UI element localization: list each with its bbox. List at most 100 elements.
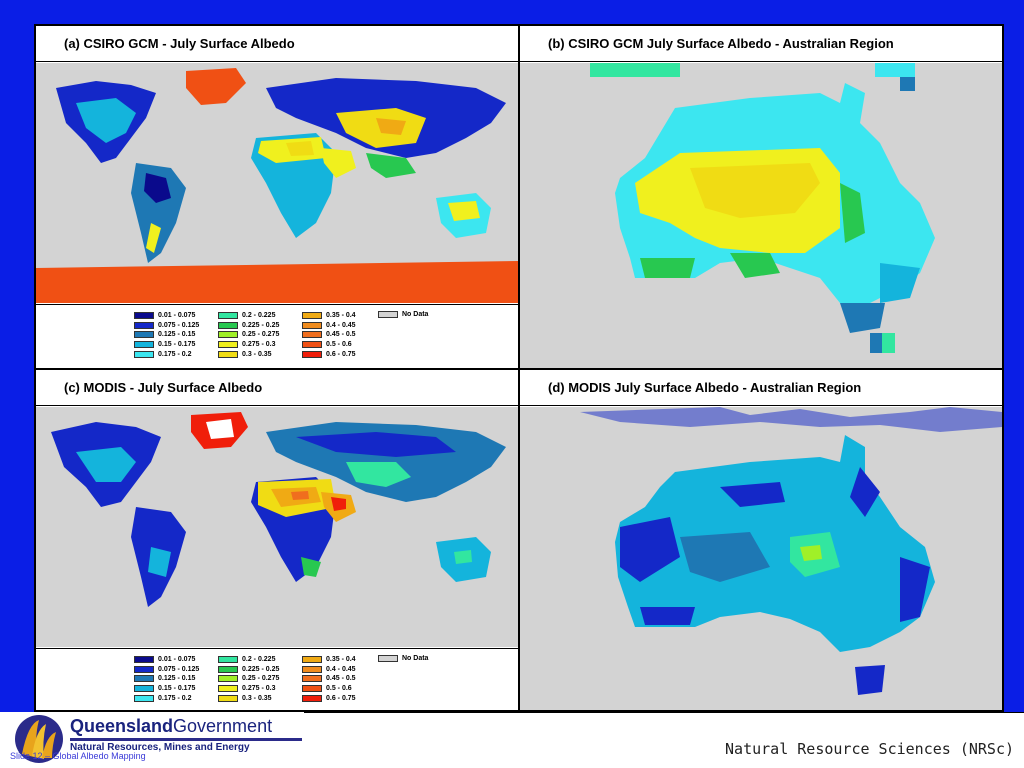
legend-label: 0.5 - 0.6 — [326, 341, 352, 349]
legend-swatch — [302, 675, 322, 683]
panel-b: (b) CSIRO GCM July Surface Albedo - Aust… — [520, 26, 1002, 368]
legend-item: 0.4 - 0.45 — [302, 665, 356, 675]
legend-item: 0.2 - 0.225 — [218, 311, 279, 321]
panel-a-legend: 0.01 - 0.075 0.075 - 0.125 0.125 - 0.15 … — [36, 304, 518, 368]
legend-swatch — [134, 665, 154, 673]
legend-item: 0.175 - 0.2 — [134, 693, 199, 703]
legend-label: 0.01 - 0.075 — [158, 656, 196, 664]
legend-label: 0.15 - 0.175 — [158, 685, 196, 693]
legend-label: 0.225 - 0.25 — [242, 321, 280, 329]
legend-swatch — [218, 656, 238, 664]
legend-label: No Data — [402, 311, 429, 318]
legend-item: 0.225 - 0.25 — [218, 665, 279, 675]
legend-label: 0.3 - 0.35 — [242, 694, 272, 702]
legend-label: 0.5 - 0.6 — [326, 685, 352, 693]
legend-col-2: 0.2 - 0.225 0.225 - 0.25 0.25 - 0.275 0.… — [218, 311, 279, 359]
panel-d-australia-map — [520, 407, 1002, 710]
legend-item: 0.3 - 0.35 — [218, 349, 279, 359]
legend-swatch — [134, 312, 154, 320]
legend-label: 0.4 - 0.45 — [326, 665, 356, 673]
legend-item: 0.5 - 0.6 — [302, 340, 356, 350]
modis-world-albedo-map — [36, 412, 518, 647]
org-name: QueenslandGovernment — [70, 716, 272, 737]
legend-item: 0.4 - 0.45 — [302, 321, 356, 331]
panel-d-title: (d) MODIS July Surface Albedo - Australi… — [520, 370, 1002, 406]
legend-label: No Data — [402, 655, 429, 662]
legend-swatch — [218, 675, 238, 683]
legend-label: 0.075 - 0.125 — [158, 321, 200, 329]
legend-item: 0.15 - 0.175 — [134, 340, 199, 350]
legend-item: 0.01 - 0.075 — [134, 311, 199, 321]
org-name-light: Government — [173, 716, 273, 736]
legend-item: 0.45 - 0.5 — [302, 674, 356, 684]
legend-col-3: 0.35 - 0.4 0.4 - 0.45 0.45 - 0.5 0.5 - 0… — [302, 655, 356, 703]
legend-label: 0.6 - 0.75 — [326, 694, 356, 702]
legend-swatch — [302, 685, 322, 693]
legend-swatch — [302, 341, 322, 349]
legend-item: 0.125 - 0.15 — [134, 674, 199, 684]
legend-swatch — [134, 350, 154, 358]
legend-swatch — [218, 685, 238, 693]
legend-item: 0.175 - 0.2 — [134, 349, 199, 359]
legend-item: 0.125 - 0.15 — [134, 330, 199, 340]
legend-col-1: 0.01 - 0.075 0.075 - 0.125 0.125 - 0.15 … — [134, 311, 199, 359]
department-name: Natural Resources, Mines and Energy — [70, 742, 250, 753]
panel-d: (d) MODIS July Surface Albedo - Australi… — [520, 370, 1002, 710]
org-divider — [70, 738, 302, 741]
legend-item: 0.225 - 0.25 — [218, 321, 279, 331]
legend-swatch — [218, 694, 238, 702]
legend-label: 0.35 - 0.4 — [326, 656, 356, 664]
legend-col-3: 0.35 - 0.4 0.4 - 0.45 0.45 - 0.5 0.5 - 0… — [302, 311, 356, 359]
legend-label: 0.45 - 0.5 — [326, 675, 356, 683]
legend-label: 0.275 - 0.3 — [242, 341, 276, 349]
modis-australia-albedo-map — [580, 407, 1002, 695]
legend-swatch — [218, 341, 238, 349]
legend-label: 0.075 - 0.125 — [158, 665, 200, 673]
legend-swatch — [134, 331, 154, 339]
queensland-crest-icon — [15, 715, 63, 763]
legend-label: 0.125 - 0.15 — [158, 675, 196, 683]
legend-swatch — [134, 341, 154, 349]
legend-item: 0.3 - 0.35 — [218, 693, 279, 703]
legend-item: 0.6 - 0.75 — [302, 693, 356, 703]
legend-item: 0.5 - 0.6 — [302, 684, 356, 694]
legend-swatch — [302, 694, 322, 702]
legend-nodata: No Data — [378, 311, 428, 318]
legend-item: 0.25 - 0.275 — [218, 674, 279, 684]
legend-item: 0.45 - 0.5 — [302, 330, 356, 340]
legend-swatch — [302, 656, 322, 664]
gcm-australia-albedo-map — [590, 63, 935, 353]
legend-label: 0.6 - 0.75 — [326, 350, 356, 358]
figure-frame: (a) CSIRO GCM - July Surface Albedo — [34, 24, 1004, 712]
panel-c: (c) MODIS - July Surface Albedo — [36, 370, 518, 710]
legend-label: 0.25 - 0.275 — [242, 675, 280, 683]
legend-swatch — [302, 321, 322, 329]
legend-label: 0.45 - 0.5 — [326, 331, 356, 339]
legend-label: 0.3 - 0.35 — [242, 350, 272, 358]
legend-item: 0.275 - 0.3 — [218, 684, 279, 694]
legend-swatch — [378, 655, 398, 662]
legend-swatch — [134, 656, 154, 664]
legend-swatch — [134, 321, 154, 329]
legend-col-2: 0.2 - 0.225 0.225 - 0.25 0.25 - 0.275 0.… — [218, 655, 279, 703]
legend-swatch — [218, 312, 238, 320]
legend-item: 0.15 - 0.175 — [134, 684, 199, 694]
legend-swatch — [134, 694, 154, 702]
panel-c-world-map — [36, 407, 518, 647]
org-name-bold: Queensland — [70, 716, 174, 736]
legend-label: 0.2 - 0.225 — [242, 312, 276, 320]
legend-item: 0.35 - 0.4 — [302, 655, 356, 665]
legend-label: 0.01 - 0.075 — [158, 312, 196, 320]
legend-swatch — [134, 675, 154, 683]
legend-item: 0.25 - 0.275 — [218, 330, 279, 340]
legend-label: 0.35 - 0.4 — [326, 312, 356, 320]
legend-swatch — [134, 685, 154, 693]
legend-item: 0.275 - 0.3 — [218, 340, 279, 350]
legend-item: 0.2 - 0.225 — [218, 655, 279, 665]
legend-label: 0.275 - 0.3 — [242, 685, 276, 693]
legend-label: 0.2 - 0.225 — [242, 656, 276, 664]
legend-item: 0.01 - 0.075 — [134, 655, 199, 665]
legend-swatch — [302, 665, 322, 673]
legend-label: 0.125 - 0.15 — [158, 331, 196, 339]
legend-label: 0.175 - 0.2 — [158, 350, 192, 358]
